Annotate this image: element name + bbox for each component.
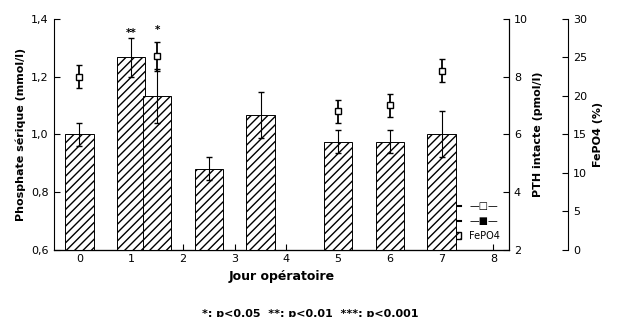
Y-axis label: PTH intacte (pmol/l): PTH intacte (pmol/l) (533, 72, 543, 197)
X-axis label: Jour opératoire: Jour opératoire (228, 270, 334, 283)
Text: *: p<0,05  **: p<0,01  ***: p<0,001: *: p<0,05 **: p<0,01 ***: p<0,001 (202, 309, 419, 317)
Text: *: * (155, 25, 160, 35)
Bar (143, 96, 171, 249)
Bar (376, 142, 404, 249)
Y-axis label: FePO4 (%): FePO4 (%) (592, 102, 602, 167)
Bar (117, 57, 145, 249)
Bar (427, 134, 456, 249)
Text: ***: *** (201, 221, 217, 231)
Legend: —□—, —■—, FePO4: —□—, —■—, FePO4 (438, 197, 504, 245)
Bar (324, 142, 352, 249)
Text: **: ** (126, 28, 137, 38)
Y-axis label: Phosphate sérique (mmol/l): Phosphate sérique (mmol/l) (15, 48, 25, 221)
Bar (247, 115, 274, 249)
Bar (194, 169, 223, 249)
Text: ***: *** (253, 221, 268, 231)
Bar (65, 134, 94, 249)
Text: ***: *** (123, 160, 139, 170)
